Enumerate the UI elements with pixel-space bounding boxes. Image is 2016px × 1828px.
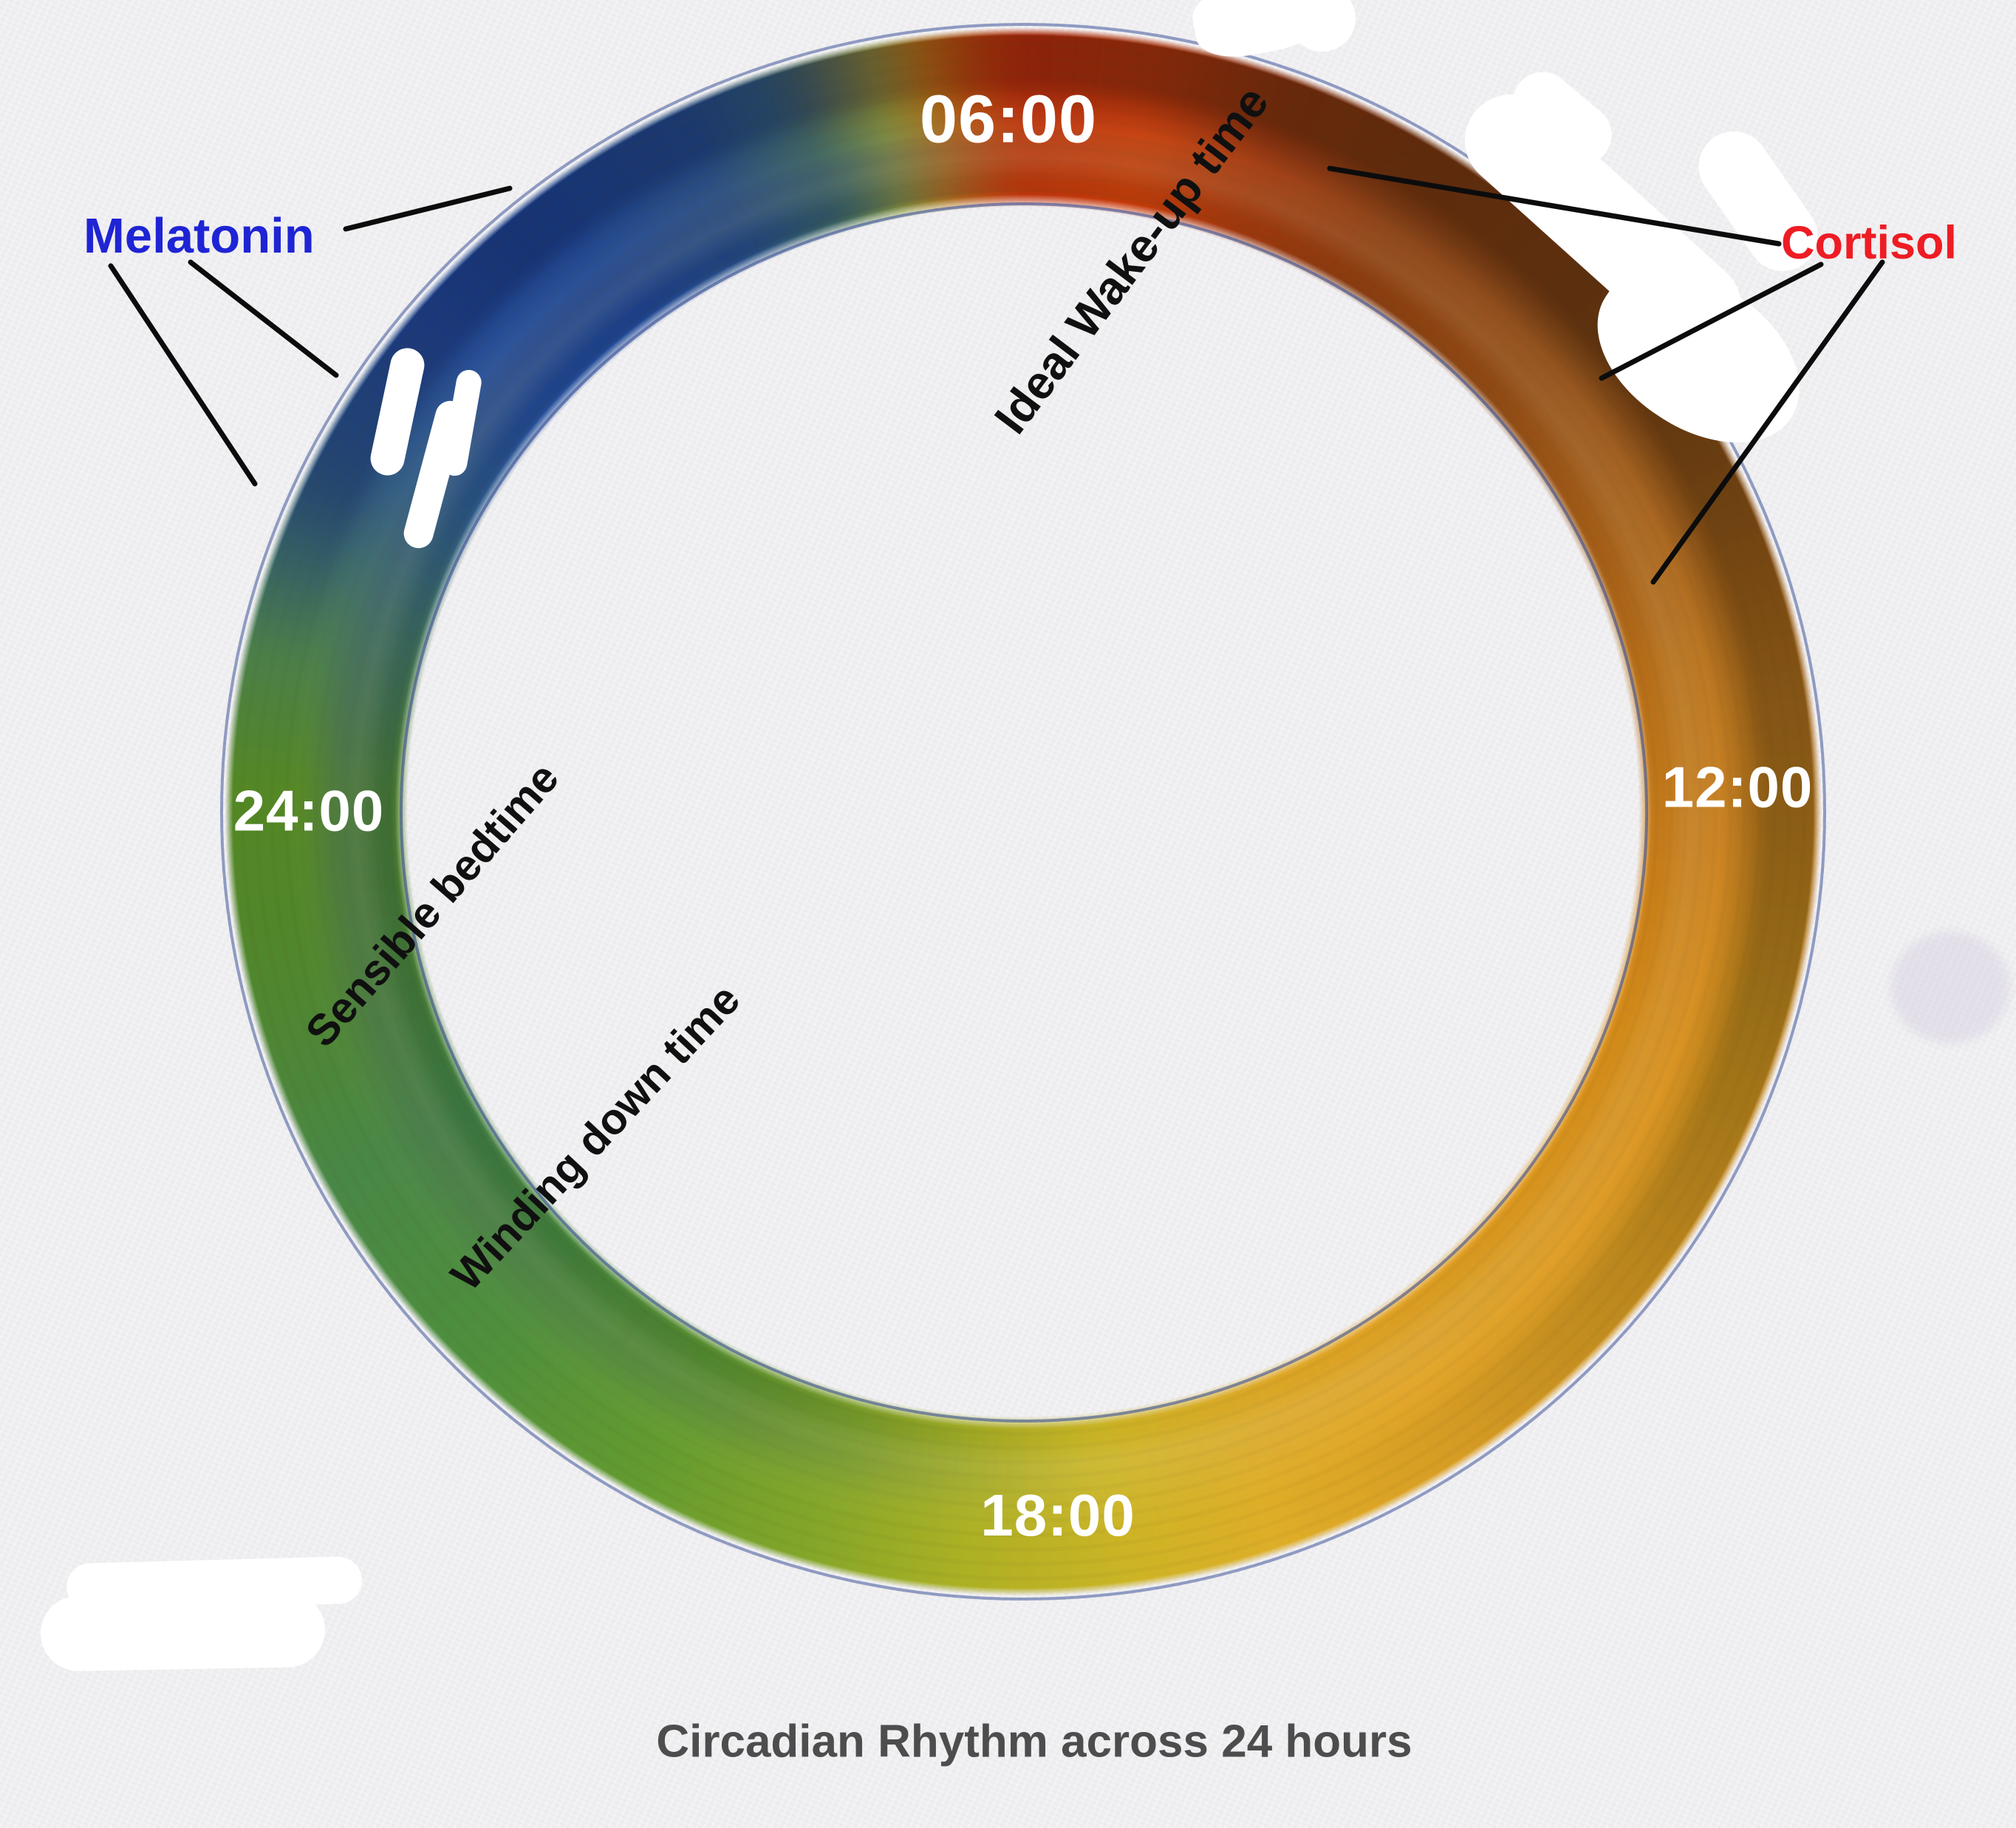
cortisol-label: Cortisol	[1781, 217, 1958, 269]
whiteout-mark	[1289, 0, 1356, 52]
ring-inner-outline	[400, 202, 1648, 1423]
cortisol-leader-line	[1327, 165, 1782, 247]
diagram-title: Circadian Rhythm across 24 hours	[656, 1716, 1412, 1767]
paint-smudge	[1891, 932, 2009, 1043]
time-label-1200: 12:00	[1661, 754, 1814, 820]
time-label-2400: 24:00	[233, 778, 385, 843]
ring-outer-outline	[220, 23, 1826, 1601]
melatonin-label: Melatonin	[83, 208, 315, 264]
melatonin-leader-line	[188, 259, 339, 378]
melatonin-leader-line	[108, 263, 258, 487]
melatonin-leader-line	[343, 185, 513, 232]
time-label-0600: 06:00	[919, 81, 1098, 157]
cortisol-leader-line	[1599, 261, 1824, 381]
time-label-1800: 18:00	[980, 1482, 1135, 1548]
cortisol-leader-line	[1650, 259, 1885, 585]
